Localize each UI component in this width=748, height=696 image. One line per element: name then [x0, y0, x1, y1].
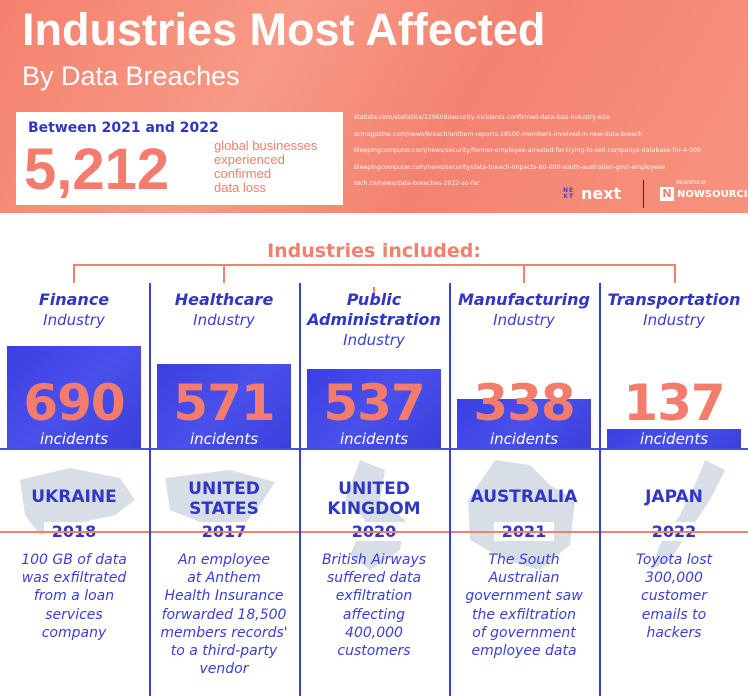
- header-banner: Industries Most Affected By Data Breache…: [0, 0, 748, 213]
- industry-name: Manufacturing Industry: [450, 290, 598, 330]
- incident-description: British Airways suffered data exfiltrati…: [321, 552, 427, 660]
- chart-baseline: [0, 448, 748, 450]
- industry-name: Healthcare Industry: [150, 290, 298, 330]
- source-link[interactable]: scmagazine.com/news/breach/anthem-report…: [354, 130, 643, 138]
- bar-value-label: 137: [623, 374, 725, 432]
- source-link[interactable]: bleepingcomputer.com/news/security/forme…: [354, 147, 701, 155]
- bracket-tick: [674, 264, 676, 283]
- incident-description: The South Australian government saw the …: [465, 552, 583, 660]
- next-logo-text: next: [581, 184, 622, 203]
- industry-column: Transportation Industry 137 incidents JAP…: [600, 0, 748, 696]
- source-link[interactable]: tech.co/news/data-breaches-2022-so-far: [354, 180, 480, 188]
- industry-sub: Industry: [43, 311, 105, 329]
- industry-sub: Industry: [493, 311, 555, 329]
- country-name: UKRAINE: [31, 487, 117, 507]
- nowsourcing-logo-text: NOWSOURCING: [677, 188, 748, 200]
- column-divider: [449, 283, 451, 696]
- bar-unit-label: incidents: [189, 430, 259, 448]
- bar: [157, 363, 291, 449]
- column-divider: [299, 283, 301, 696]
- incident-description: Toyota lost 300,000 customer emails to h…: [636, 552, 712, 641]
- industry-column: Finance Industry 690 incidents UKRAINE 20…: [0, 0, 148, 696]
- bar: [307, 368, 441, 449]
- bar-unit-label: incidents: [639, 430, 709, 448]
- incident-description: 100 GB of data was exfiltrated from a lo…: [21, 552, 127, 641]
- timeline-line: [0, 531, 748, 533]
- column-divider: [149, 283, 151, 696]
- industry-column: Manufacturing Industry 338 incidents AUST…: [450, 0, 598, 696]
- nowsourcing-logo: N NOWSOURCING: [660, 187, 748, 201]
- bracket-tick: [73, 264, 75, 283]
- country-name: JAPAN: [645, 487, 703, 507]
- ukraine-map-icon: [20, 468, 135, 535]
- industry-name: Transportation Industry: [600, 290, 748, 330]
- industry-sub: Industry: [643, 311, 705, 329]
- stat-period: Between 2021 and 2022: [28, 120, 219, 136]
- page-title: Industries Most Affected: [22, 4, 546, 55]
- bracket-tick: [373, 287, 375, 299]
- page-subtitle: By Data Breaches: [22, 61, 240, 91]
- nowsourcing-n-icon: N: [660, 187, 674, 201]
- bar: [7, 346, 141, 449]
- source-link[interactable]: statista.com/statistics/229608/security-…: [354, 114, 611, 121]
- industry-column: Healthcare Industry 571 incidents UNITED …: [150, 0, 298, 696]
- bar-value-label: 690: [23, 374, 125, 432]
- bar-unit-label: incidents: [39, 430, 109, 448]
- bracket-tick: [223, 264, 225, 283]
- bar-unit-label: incidents: [489, 430, 559, 448]
- source-link[interactable]: bleepingcomputer.com/news/security/data-…: [354, 163, 666, 171]
- uk-map-icon: [345, 460, 405, 570]
- stat-value: 5,212: [24, 137, 170, 202]
- industry-sub: Industry: [193, 311, 255, 329]
- section-label: Industries included:: [0, 240, 748, 262]
- industry-name: Finance Industry: [0, 290, 148, 330]
- industry-name: Public Administration Industry: [300, 290, 448, 350]
- bar: [457, 398, 591, 449]
- country-name: UNITED KINGDOM: [327, 479, 421, 519]
- bar-value-label: 571: [173, 374, 275, 432]
- bar-value-label: 338: [473, 374, 575, 432]
- bracket-line: [73, 264, 676, 266]
- industry-column: Public Administration Industry 537 incide…: [300, 0, 448, 696]
- logo-divider: [643, 180, 644, 208]
- country-name: AUSTRALIA: [470, 487, 578, 507]
- nowsourcing-tagline: PRESENTED BY: [676, 180, 707, 185]
- column-divider: [599, 283, 601, 696]
- japan-map-icon: [650, 460, 725, 570]
- country-name: UNITED STATES: [188, 479, 260, 519]
- australia-map-icon: [468, 460, 575, 570]
- stat-description: global businesses experienced confirmed …: [214, 138, 318, 195]
- bar-value-label: 537: [323, 374, 425, 432]
- stat-box: Between 2021 and 2022 5,212 global busin…: [16, 112, 343, 205]
- sources-list: statista.com/statistics/229608/security-…: [354, 110, 701, 193]
- industry-sub: Industry: [343, 331, 405, 349]
- bar: [607, 428, 741, 449]
- incident-description: An employee at Anthem Health Insurance f…: [160, 552, 288, 678]
- bracket-tick: [523, 264, 525, 283]
- usa-map-icon: [165, 470, 275, 530]
- bar-unit-label: incidents: [339, 430, 409, 448]
